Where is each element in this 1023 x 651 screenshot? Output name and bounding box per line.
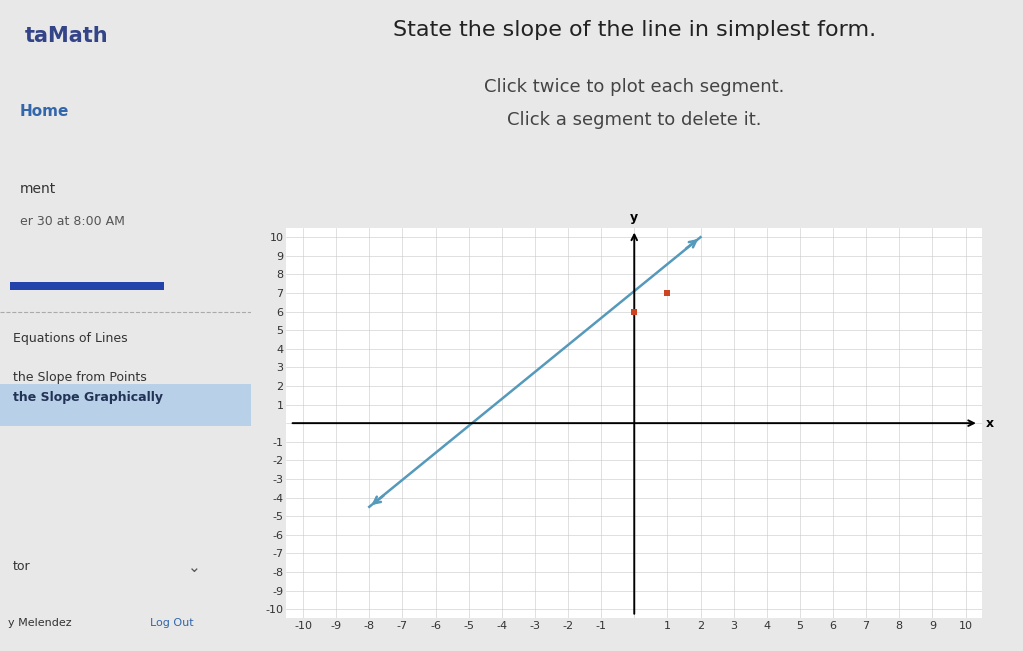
FancyBboxPatch shape (0, 384, 251, 426)
Text: Equations of Lines: Equations of Lines (12, 332, 127, 345)
Text: the Slope from Points: the Slope from Points (12, 371, 146, 384)
Text: Click a segment to delete it.: Click a segment to delete it. (507, 111, 761, 129)
Text: ⌄: ⌄ (188, 560, 201, 575)
Text: Home: Home (20, 104, 70, 119)
Text: er 30 at 8:00 AM: er 30 at 8:00 AM (20, 215, 125, 228)
Text: ment: ment (20, 182, 56, 197)
Text: Log Out: Log Out (150, 618, 194, 628)
Text: tor: tor (12, 560, 30, 573)
Bar (10, 282, 164, 290)
Text: y: y (630, 211, 638, 224)
Text: y Melendez: y Melendez (7, 618, 72, 628)
Text: State the slope of the line in simplest form.: State the slope of the line in simplest … (393, 20, 876, 40)
Text: x: x (985, 417, 993, 430)
Text: Click twice to plot each segment.: Click twice to plot each segment. (484, 78, 785, 96)
Text: taMath: taMath (25, 26, 108, 46)
Text: the Slope Graphically: the Slope Graphically (12, 391, 163, 404)
